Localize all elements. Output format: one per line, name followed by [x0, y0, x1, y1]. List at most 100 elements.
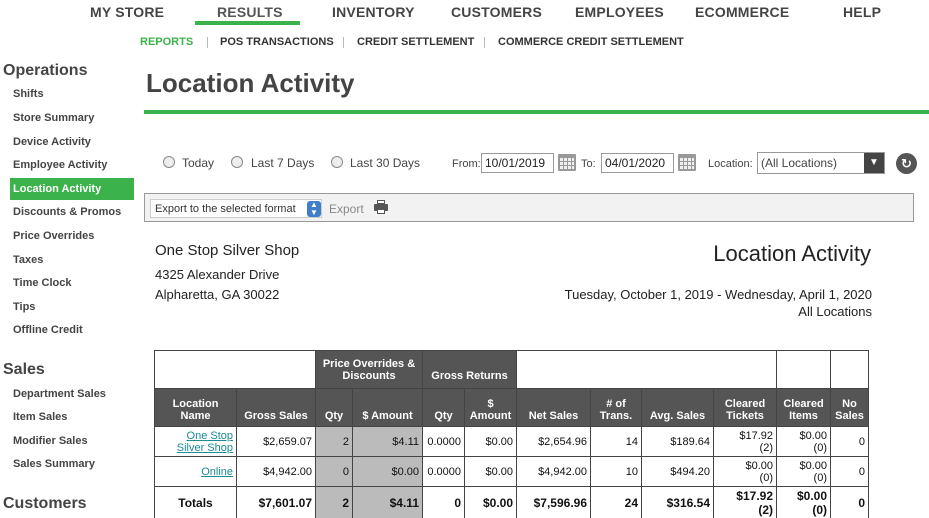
location-label: Location: [708, 158, 753, 170]
print-icon[interactable] [374, 200, 388, 214]
po-amount-cell: $0.00 [352, 456, 423, 487]
from-date-input[interactable]: 10/01/2019 [481, 153, 554, 173]
sidebar-item-store-summary[interactable]: Store Summary [13, 112, 95, 124]
nav-ecommerce[interactable]: ECOMMERCE [695, 4, 790, 20]
location-activity-table: Price Overrides & Discounts Gross Return… [154, 350, 869, 518]
total-gr-qty: 0 [422, 486, 465, 518]
total-po-qty: 2 [315, 486, 353, 518]
sidebar-heading-operations: Operations [3, 62, 88, 79]
export-button[interactable]: Export [329, 202, 364, 216]
cleared-items-cell: $0.00 (0) [776, 456, 831, 487]
sidebar-item-offline-credit[interactable]: Offline Credit [13, 324, 83, 336]
title-divider [144, 110, 929, 114]
avg-sales-cell: $494.20 [641, 456, 714, 487]
radio-last-30-days-label[interactable]: Last 30 Days [350, 156, 421, 170]
radio-last-7-days[interactable] [231, 156, 243, 168]
table-row: One Stop Silver Shop $2,659.07 2 $4.11 0… [154, 426, 869, 457]
radio-last-7-days-label[interactable]: Last 7 Days [251, 156, 315, 170]
nav-employees[interactable]: EMPLOYEES [575, 4, 664, 20]
totals-row: Totals $7,601.07 2 $4.11 0 $0.00 $7,596.… [154, 486, 869, 518]
blank-header [830, 350, 869, 389]
cleared-tickets-amount: $0.00 [745, 459, 773, 472]
sidebar-item-discounts-promos[interactable]: Discounts & Promos [13, 206, 122, 218]
subnav-reports[interactable]: REPORTS [140, 36, 194, 48]
subnav-pos-transactions[interactable]: POS TRANSACTIONS [220, 36, 334, 48]
refresh-icon[interactable]: ↻ [896, 153, 917, 174]
col-location-name: Location Name [154, 388, 237, 427]
sidebar-item-item-sales[interactable]: Item Sales [13, 411, 68, 423]
col-avg-sales: Avg. Sales [641, 388, 714, 427]
num-trans-cell: 10 [590, 456, 642, 487]
sidebar-item-device-activity[interactable]: Device Activity [13, 136, 91, 148]
col-gr-amount: $ Amount [464, 388, 517, 427]
nav-active-underline [195, 21, 300, 25]
sidebar-heading-customers[interactable]: Customers [3, 495, 87, 512]
total-gross-sales: $7,601.07 [236, 486, 316, 518]
sidebar-item-shifts[interactable]: Shifts [13, 88, 44, 100]
nav-customers[interactable]: CUSTOMERS [451, 4, 542, 20]
col-cleared-tickets: Cleared Tickets [713, 388, 777, 427]
nav-my-store[interactable]: MY STORE [90, 4, 165, 20]
sidebar-item-tips[interactable]: Tips [13, 301, 36, 313]
no-sales-cell: 0 [830, 426, 869, 457]
sidebar-item-taxes[interactable]: Taxes [13, 254, 44, 266]
sidebar-item-price-overrides[interactable]: Price Overrides [13, 230, 95, 242]
radio-today-label[interactable]: Today [182, 156, 215, 170]
col-gr-qty: Qty [422, 388, 465, 427]
sidebar-item-sales-summary[interactable]: Sales Summary [13, 458, 95, 470]
total-cleared-tickets-amount: $17.92 [736, 489, 773, 503]
total-num-trans: 24 [590, 486, 642, 518]
total-net-sales: $7,596.96 [516, 486, 591, 518]
to-date-input[interactable]: 04/01/2020 [601, 153, 674, 173]
location-select-value: (All Locations) [761, 156, 838, 170]
to-label: To: [581, 158, 596, 170]
cleared-items-amount: $0.00 [799, 459, 827, 472]
avg-sales-cell: $189.64 [641, 426, 714, 457]
net-sales-cell: $4,942.00 [516, 456, 591, 487]
nav-inventory[interactable]: INVENTORY [332, 4, 415, 20]
location-select[interactable]: (All Locations) ▼ [757, 152, 885, 174]
to-calendar-icon[interactable] [678, 154, 696, 171]
po-qty-cell: 0 [315, 456, 353, 487]
chevron-down-icon: ▼ [864, 153, 884, 173]
no-sales-cell: 0 [830, 456, 869, 487]
po-amount-cell: $4.11 [352, 426, 423, 457]
export-format-select[interactable]: Export to the selected format ▲ ▼ [150, 199, 322, 218]
location-link[interactable]: Online [201, 465, 233, 478]
nav-results[interactable]: RESULTS [217, 4, 283, 20]
page-title: Location Activity [146, 68, 355, 98]
radio-last-30-days[interactable] [331, 156, 343, 168]
table-row: Online $4,942.00 0 $0.00 0.0000 $0.00 $4… [154, 456, 869, 487]
cleared-tickets-amount: $17.92 [739, 429, 773, 442]
total-cleared-items-count: (0) [812, 503, 827, 517]
nav-help[interactable]: HELP [843, 4, 882, 20]
po-qty-cell: 2 [315, 426, 353, 457]
location-link[interactable]: One Stop Silver Shop [176, 429, 233, 454]
net-sales-cell: $2,654.96 [516, 426, 591, 457]
report-locations: All Locations [798, 304, 872, 319]
from-calendar-icon[interactable] [558, 154, 576, 171]
sidebar-item-employee-activity[interactable]: Employee Activity [13, 159, 108, 171]
sidebar-heading-sales: Sales [3, 361, 45, 378]
cleared-tickets-count: (2) [759, 441, 773, 454]
sidebar-item-modifier-sales[interactable]: Modifier Sales [13, 435, 88, 447]
store-address-line1: 4325 Alexander Drive [155, 267, 280, 282]
col-po-qty: Qty [315, 388, 353, 427]
gr-qty-cell: 0.0000 [422, 456, 465, 487]
col-cleared-items: Cleared Items [776, 388, 831, 427]
subnav-divider [484, 37, 485, 48]
location-name-cell: One Stop Silver Shop [154, 426, 237, 457]
sub-nav: REPORTS POS TRANSACTIONS CREDIT SETTLEME… [0, 36, 929, 52]
total-no-sales: 0 [830, 486, 869, 518]
col-gross-sales: Gross Sales [236, 388, 316, 427]
subnav-credit-settlement[interactable]: CREDIT SETTLEMENT [357, 36, 475, 48]
radio-today[interactable] [163, 156, 175, 168]
subnav-commerce-credit-settlement[interactable]: COMMERCE CREDIT SETTLEMENT [498, 36, 684, 48]
col-net-sales: Net Sales [516, 388, 591, 427]
sidebar-item-department-sales[interactable]: Department Sales [13, 388, 106, 400]
blank-header [154, 350, 316, 389]
num-trans-cell: 14 [590, 426, 642, 457]
sidebar-item-time-clock[interactable]: Time Clock [13, 277, 72, 289]
sidebar-item-location-activity[interactable]: Location Activity [13, 183, 102, 195]
cleared-tickets-count: (0) [759, 471, 773, 484]
